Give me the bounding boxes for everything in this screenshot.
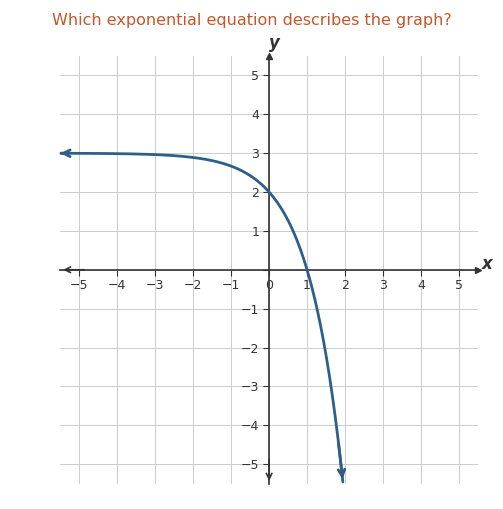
Text: y: y [270,34,280,52]
Text: Which exponential equation describes the graph?: Which exponential equation describes the… [52,13,451,27]
Text: x: x [482,255,492,273]
